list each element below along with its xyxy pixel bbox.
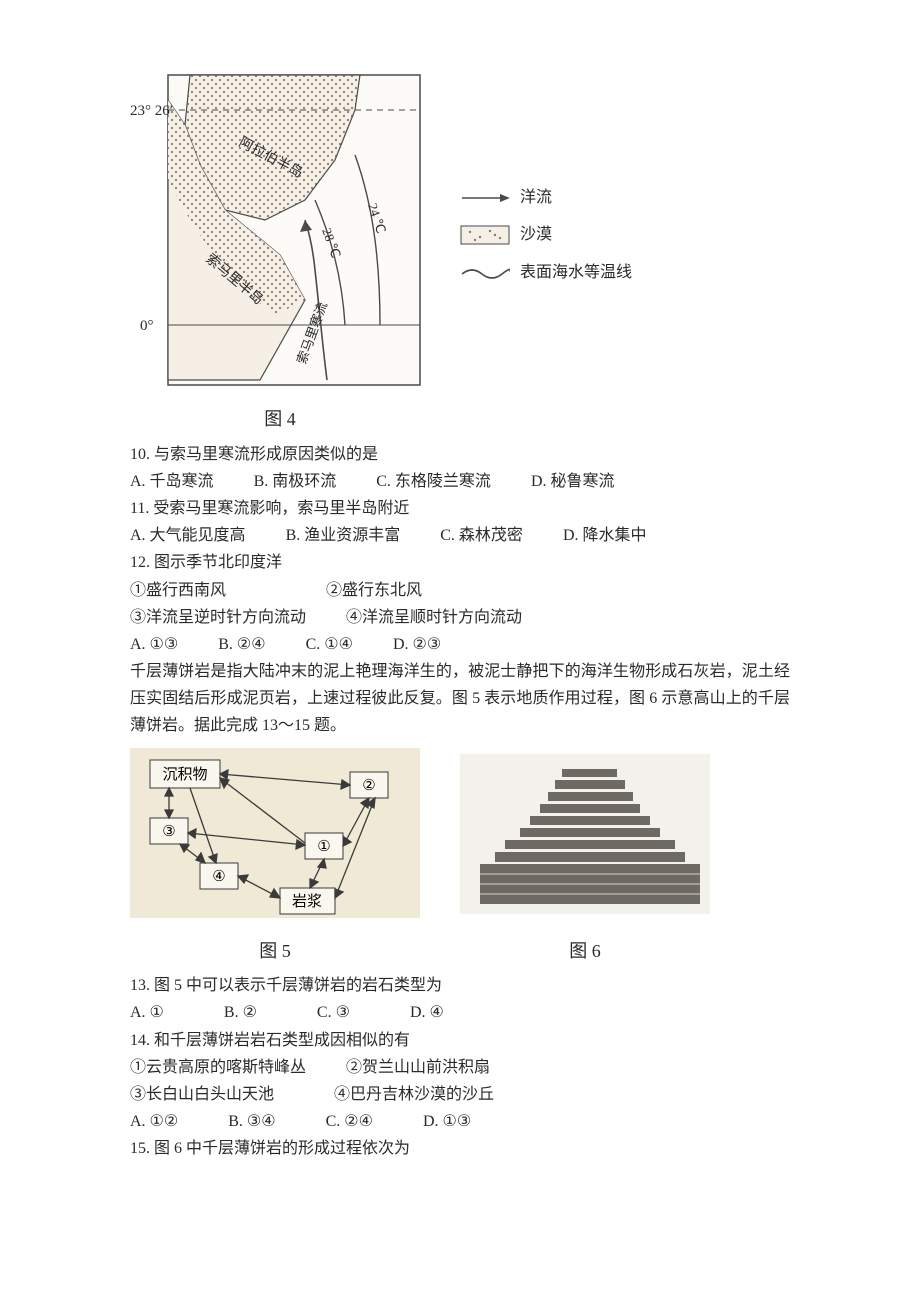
- q14-A: A. ①②: [130, 1108, 178, 1135]
- figure-5: 沉积物 ② ③ ① ④ 岩浆: [130, 748, 420, 967]
- q12-C: C. ①④: [306, 631, 353, 658]
- figure-4-legend: 洋流 沙漠 表面海水等温线: [460, 174, 632, 296]
- q12-B: B. ②④: [218, 631, 265, 658]
- q14-C: C. ②④: [326, 1108, 373, 1135]
- q12-c4: ④洋流呈顺时针方向流动: [346, 604, 522, 631]
- q10-stem: 10. 与索马里寒流形成原因类似的是: [130, 441, 790, 468]
- q12-A: A. ①③: [130, 631, 178, 658]
- q11-D: D. 降水集中: [563, 522, 647, 549]
- q11-C: C. 森林茂密: [440, 522, 523, 549]
- legend-desert-icon: [460, 225, 510, 245]
- passage-2: 千层薄饼岩是指大陆冲末的泥上艳理海洋生的，被泥士静把下的海洋生物形成石灰岩，泥土…: [130, 658, 790, 740]
- q14-c1: ①云贵高原的喀斯特峰丛: [130, 1054, 306, 1081]
- q14-conds-2: ③长白山白头山天池 ④巴丹吉林沙漠的沙丘: [130, 1081, 790, 1108]
- figure-4-svg: 23° 26′ 0° 28 ℃ 24 ℃ 阿拉伯半岛 索马里半岛 索马里寒流: [130, 70, 430, 400]
- legend-isotherm: 表面海水等温线: [520, 259, 632, 286]
- q11-stem: 11. 受索马里寒流影响，索马里半岛附近: [130, 495, 790, 522]
- q12-conds-2: ③洋流呈逆时针方向流动 ④洋流呈顺时针方向流动: [130, 604, 790, 631]
- figure-5-svg: 沉积物 ② ③ ① ④ 岩浆: [130, 748, 420, 918]
- q11-B: B. 渔业资源丰富: [286, 522, 401, 549]
- q11-A: A. 大气能见度高: [130, 522, 246, 549]
- q14-c2: ②贺兰山山前洪积扇: [346, 1054, 490, 1081]
- q14-c4: ④巴丹吉林沙漠的沙丘: [334, 1081, 494, 1108]
- q12-options: A. ①③ B. ②④ C. ①④ D. ②③: [130, 631, 790, 658]
- figure-6-caption: 图 6: [569, 936, 601, 967]
- svg-text:沉积物: 沉积物: [162, 766, 207, 783]
- q14-options: A. ①② B. ③④ C. ②④ D. ①③: [130, 1108, 790, 1135]
- lat-top: 23° 26′: [130, 103, 173, 119]
- q12-stem: 12. 图示季节北印度洋: [130, 549, 790, 576]
- figure-4-caption: 图 4: [130, 404, 430, 435]
- q12-conds-1: ①盛行西南风 ②盛行东北风: [130, 577, 790, 604]
- q12-c1: ①盛行西南风: [130, 577, 226, 604]
- legend-current: 洋流: [520, 184, 552, 211]
- q14-c3: ③长白山白头山天池: [130, 1081, 274, 1108]
- svg-text:④: ④: [212, 869, 225, 885]
- q10-A: A. 千岛寒流: [130, 468, 214, 495]
- q14-conds-1: ①云贵高原的喀斯特峰丛 ②贺兰山山前洪积扇: [130, 1054, 790, 1081]
- svg-text:③: ③: [162, 824, 175, 840]
- figure-6: 图 6: [460, 754, 710, 967]
- q13-D: D. ④: [410, 999, 444, 1026]
- figure-5-caption: 图 5: [259, 936, 291, 967]
- q14-B: B. ③④: [228, 1108, 275, 1135]
- q13-C: C. ③: [317, 999, 350, 1026]
- q10-D: D. 秘鲁寒流: [531, 468, 615, 495]
- q14-D: D. ①③: [423, 1108, 471, 1135]
- q12-c3: ③洋流呈逆时针方向流动: [130, 604, 306, 631]
- q13-stem: 13. 图 5 中可以表示千层薄饼岩的岩石类型为: [130, 972, 790, 999]
- legend-isotherm-icon: [460, 264, 510, 280]
- q13-A: A. ①: [130, 999, 164, 1026]
- svg-text:岩浆: 岩浆: [292, 892, 322, 910]
- figure-6-svg: [460, 754, 710, 914]
- q12-c2: ②盛行东北风: [326, 577, 422, 604]
- q10-B: B. 南极环流: [254, 468, 337, 495]
- lat-bottom: 0°: [140, 318, 154, 334]
- q13-B: B. ②: [224, 999, 257, 1026]
- q10-C: C. 东格陵兰寒流: [376, 468, 491, 495]
- svg-text:②: ②: [362, 778, 375, 794]
- q10-options: A. 千岛寒流 B. 南极环流 C. 东格陵兰寒流 D. 秘鲁寒流: [130, 468, 790, 495]
- svg-text:①: ①: [317, 839, 330, 855]
- q14-stem: 14. 和千层薄饼岩岩石类型成因相似的有: [130, 1027, 790, 1054]
- q13-options: A. ① B. ② C. ③ D. ④: [130, 999, 790, 1026]
- q11-options: A. 大气能见度高 B. 渔业资源丰富 C. 森林茂密 D. 降水集中: [130, 522, 790, 549]
- figure-4: 23° 26′ 0° 28 ℃ 24 ℃ 阿拉伯半岛 索马里半岛 索马里寒流: [130, 70, 790, 435]
- q15-stem: 15. 图 6 中千层薄饼岩的形成过程依次为: [130, 1135, 790, 1162]
- legend-arrow-icon: [460, 191, 510, 205]
- legend-desert: 沙漠: [520, 221, 552, 248]
- q12-D: D. ②③: [393, 631, 441, 658]
